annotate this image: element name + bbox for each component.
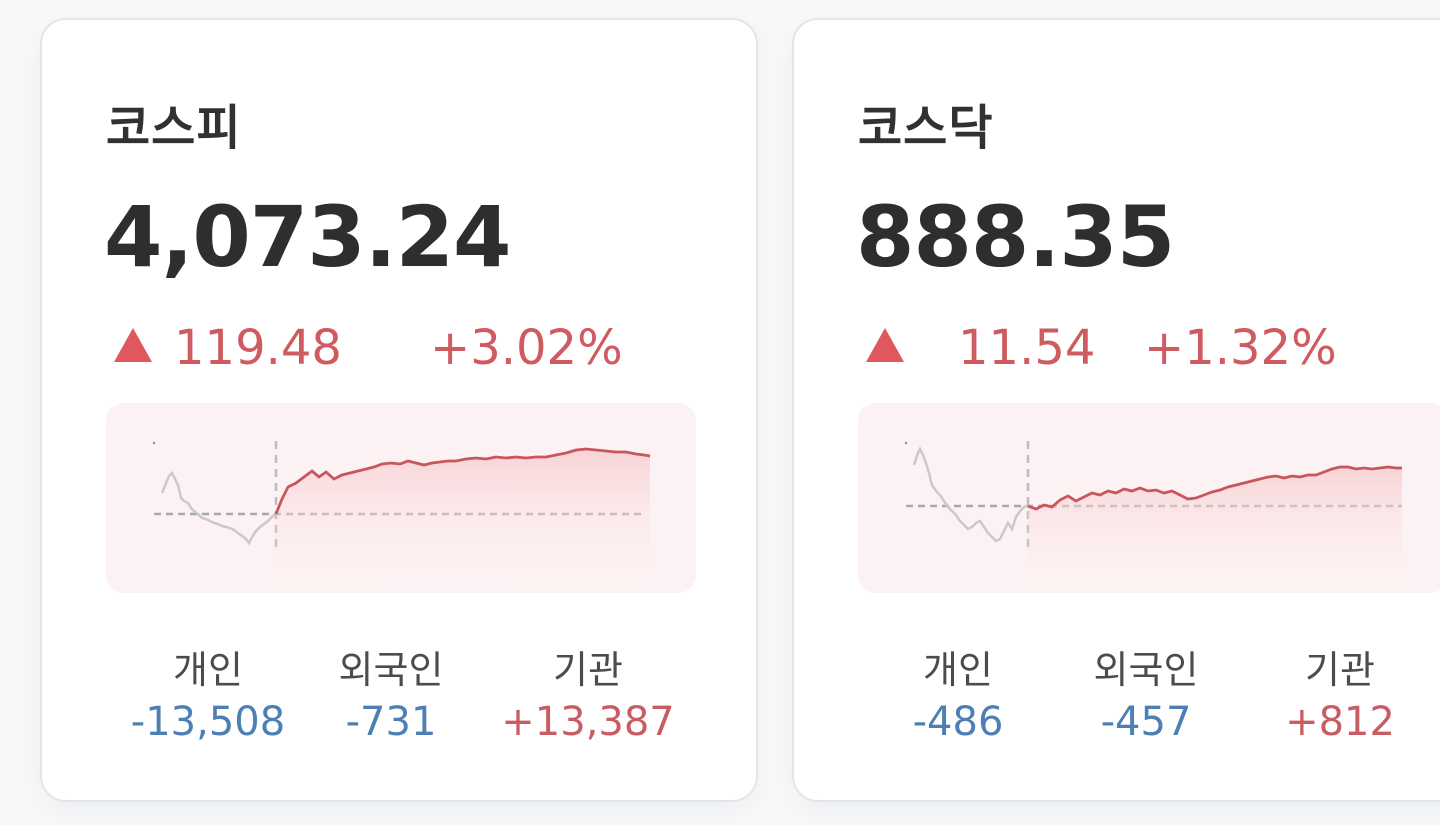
up-triangle-icon: [114, 328, 152, 362]
kospi-card[interactable]: 코스피 4,073.24 119.48 +3.02%: [40, 18, 758, 802]
intraday-chart-svg: [858, 403, 1440, 593]
up-triangle-icon: [866, 328, 904, 362]
investor-individual: 개인 -13,508: [98, 646, 318, 750]
today-area-fill: [276, 449, 650, 593]
index-title: 코스피: [106, 100, 242, 156]
investor-label: 외국인: [338, 648, 444, 692]
pre-market-line: [160, 470, 277, 546]
investor-value: -486: [912, 699, 1004, 745]
investor-foreign: 외국인 -457: [1036, 646, 1256, 750]
investor-value: -13,508: [130, 699, 286, 745]
investor-individual: 개인 -486: [848, 646, 1068, 750]
investor-flows: 개인 -13,508 외국인 -731 기관 +13,387: [98, 646, 718, 776]
investor-label: 개인: [173, 648, 243, 692]
change-percent: +3.02%: [430, 320, 623, 376]
intraday-chart-svg: [106, 403, 696, 593]
index-title: 코스닥: [858, 100, 994, 156]
investor-institution: 기관 +13,387: [478, 646, 698, 750]
investor-value: +13,387: [501, 699, 675, 745]
investor-flows: 개인 -486 외국인 -457 기관 +812: [850, 646, 1440, 776]
change-amount: 119.48: [174, 320, 342, 376]
today-price-line: [1027, 465, 1402, 511]
investor-label: 외국인: [1093, 648, 1199, 692]
investor-foreign: 외국인 -731: [281, 646, 501, 750]
investor-value: -731: [345, 699, 437, 745]
investor-value: +812: [1285, 699, 1395, 745]
chart-origin-dot: [904, 441, 908, 445]
chart-origin-dot: [152, 441, 156, 445]
investor-label: 기관: [553, 648, 623, 692]
change-amount: 11.54: [958, 320, 1096, 376]
investor-label: 개인: [923, 648, 993, 692]
investor-value: -457: [1100, 699, 1192, 745]
investor-institution: 기관 +812: [1230, 646, 1440, 750]
intraday-chart: [106, 403, 696, 593]
intraday-chart: [858, 403, 1440, 593]
index-value: 888.35: [856, 188, 1175, 286]
change-percent: +1.32%: [1144, 320, 1337, 376]
investor-label: 기관: [1305, 648, 1375, 692]
pre-market-line: [912, 446, 1029, 543]
today-price-line: [274, 447, 651, 515]
index-value: 4,073.24: [104, 188, 512, 286]
today-area-fill: [1028, 467, 1402, 593]
kosdaq-card[interactable]: 코스닥 888.35 11.54 +1.32%: [792, 18, 1440, 802]
